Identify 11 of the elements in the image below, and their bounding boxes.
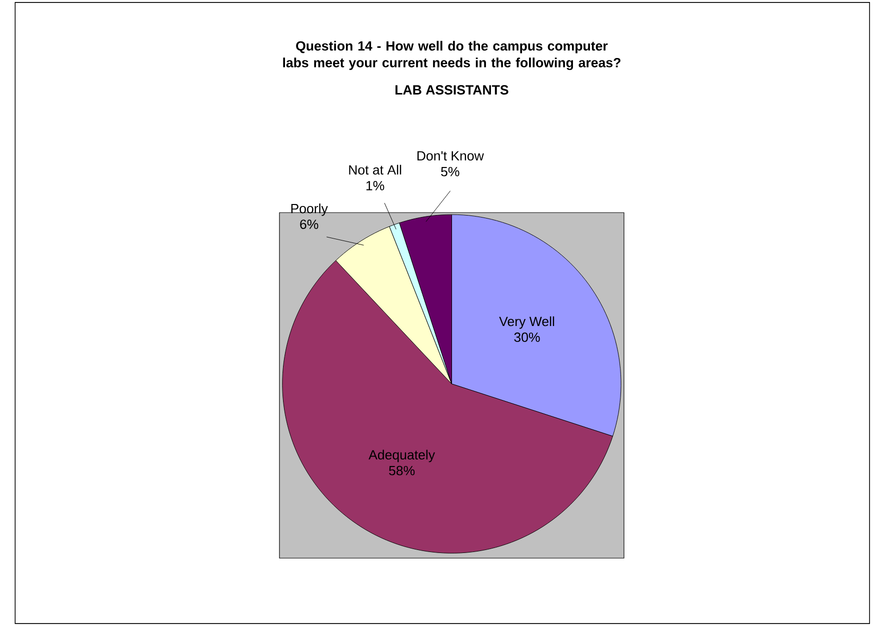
slice-label: Adequately [368, 450, 436, 462]
data-label: 30% [514, 332, 540, 342]
chart-subtitle: LAB ASSISTANTS [396, 85, 508, 95]
data-label: 5% [441, 166, 460, 176]
chart-title: Question 14 - How well do the campus computer labs meet your current needs in the following areas? [283, 40, 620, 70]
slice-label: Don't Know [417, 151, 484, 161]
data-label: 6% [300, 220, 318, 229]
slice-label: Very Well [499, 316, 554, 329]
slice-label: Not at All [349, 164, 402, 175]
data-label: 58% [389, 466, 415, 476]
data-label: 1% [366, 180, 384, 190]
